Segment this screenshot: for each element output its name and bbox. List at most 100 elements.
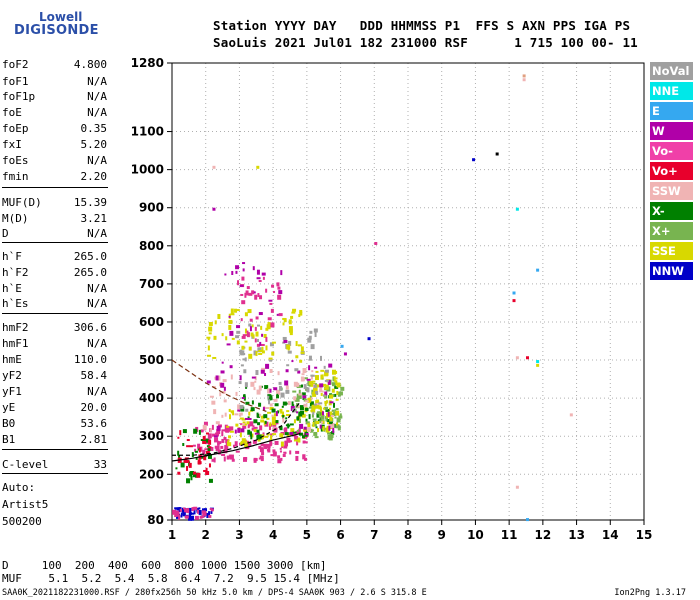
echo-point [202,449,206,455]
echo-point [289,423,294,426]
echo-point [265,336,268,342]
x-tick-label: 15 [636,528,653,542]
legend-noval: NoVal [650,62,693,80]
echo-point [239,284,244,287]
echo-point [215,375,219,381]
echo-point [258,312,263,316]
echo-point [242,425,247,429]
echo-point [244,442,249,447]
echo-point [303,398,307,402]
echo-point [222,379,227,383]
echo-point [179,430,182,436]
echo-point [257,347,262,353]
echo-point [338,391,343,396]
echo-point [320,374,323,380]
param-name: M(D) [2,212,29,225]
echo-point [230,308,234,314]
echo-point [319,388,323,393]
echo-point [221,414,224,418]
echo-point [244,382,248,388]
echo-point [249,318,253,322]
echo-point [183,507,186,510]
echo-point [222,390,226,394]
echo-point [282,322,285,326]
param-h-f: h`F 265.0 [2,250,107,265]
echo-point [242,358,246,361]
echo-point [178,455,181,461]
echo-point [322,426,325,432]
echo-point [287,424,291,427]
echo-point [236,330,241,334]
echo-point [241,418,246,421]
echo-point [331,369,336,375]
echo-point [267,394,272,397]
echo-point [314,366,318,369]
echo-point [293,419,296,424]
echo-point [322,407,325,410]
echo-point [215,445,220,451]
echo-point [311,404,316,410]
echo-point [248,292,253,296]
echo-point [256,343,260,347]
echo-point [305,418,308,422]
echo-point [210,508,214,512]
echo-point [322,394,326,397]
echo-point [250,332,254,337]
echo-point [300,351,305,354]
param-yf2: yF2 58.4 [2,369,107,384]
echo-point [210,446,214,451]
echo-point [226,343,231,346]
echo-point [300,346,304,352]
echo-point [266,324,271,330]
echo-point [248,323,252,327]
echo-point [315,375,320,381]
echo-point [235,335,240,339]
echo-point [332,402,335,408]
echo-point [295,450,300,454]
echo-point [328,363,333,368]
echo-point [235,423,239,427]
echo-point [205,432,209,435]
param-value: 0.35 [80,122,108,135]
echo-point [259,455,264,459]
echo-point [228,315,231,318]
echo-point [276,282,280,287]
echo-point [294,435,297,441]
echo-point [272,423,277,427]
echo-point [228,319,233,324]
param-value: 53.6 [80,417,108,430]
echo-point [271,284,275,288]
isolated-echo [343,352,347,356]
echo-point [272,433,277,436]
echo-point [328,407,331,410]
echo-point [172,509,177,515]
echo-point [282,415,285,420]
x-tick-label: 4 [269,528,277,542]
echo-point [298,314,301,318]
echo-point [328,420,333,426]
echo-point [225,427,230,433]
echo-point [274,403,279,407]
echo-point [215,432,220,437]
echo-point [251,324,254,328]
param-value: 58.4 [80,369,108,382]
echo-point [260,458,264,462]
param-fof1: foF1 N/A [2,75,107,90]
echo-point [279,408,283,412]
echo-point [247,424,250,429]
param-value: 2.81 [80,433,108,446]
echo-point [319,385,322,391]
echo-point [240,423,244,426]
echo-point [221,438,225,443]
echo-point [327,379,331,385]
echo-point [226,455,230,460]
echo-point [253,419,258,424]
echo-point [204,448,209,451]
echo-point [251,400,254,405]
echo-point [178,515,181,521]
echo-point [256,338,259,342]
echo-point [297,437,301,443]
param-value: N/A [87,227,107,240]
y-tick-label: 900 [139,201,164,215]
